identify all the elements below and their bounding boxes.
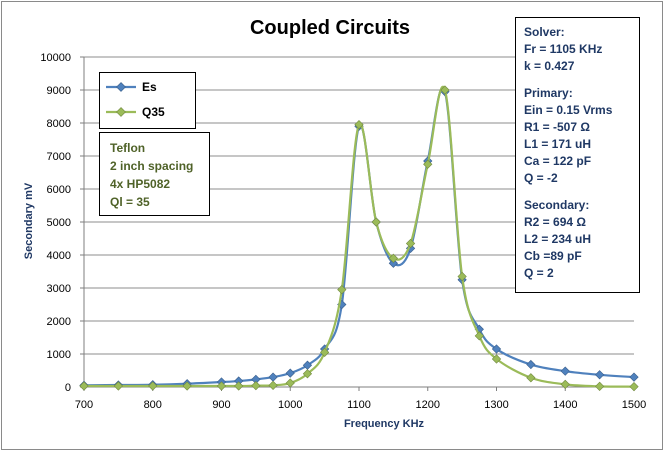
x-axis-title: Frequency KHz [344, 418, 425, 430]
note-line-diodes: 4x HP5082 [110, 177, 171, 191]
x-tick-labels: 700 800 900 1000 1100 1200 1300 1400 1500 [75, 399, 646, 411]
primary-r1: R1 = -507 Ω [524, 120, 590, 134]
legend-marker-es [116, 82, 126, 92]
spacer [524, 187, 639, 197]
data-point-q35 [440, 85, 450, 95]
secondary-l2: L2 = 234 uH [524, 232, 592, 246]
legend-swatch-q35 [106, 107, 136, 117]
x-tick-label: 700 [75, 399, 93, 411]
data-point-q35 [457, 271, 467, 282]
data-point-q35 [405, 238, 416, 249]
legend-marker-q35 [116, 107, 126, 117]
legend-swatch-es [106, 82, 136, 92]
primary-ein: Ein = 0.15 Vrms [524, 103, 613, 117]
data-point-q35 [216, 381, 227, 391]
data-point-q35 [285, 378, 295, 388]
y-tick-label: 0 [65, 382, 71, 394]
secondary-q: Q = 2 [524, 266, 554, 280]
data-point-q35 [371, 217, 381, 227]
data-point-q35 [595, 381, 605, 391]
y-tick-label: 5000 [47, 217, 71, 229]
data-point-es [268, 372, 278, 382]
data-point-q35 [491, 354, 502, 364]
data-point-q35 [148, 381, 158, 391]
data-point-q35 [182, 381, 192, 391]
primary-ca: Ca = 122 pF [524, 154, 592, 168]
data-point-es [595, 370, 605, 380]
secondary-heading: Secondary: [524, 198, 590, 212]
spacer [524, 75, 639, 85]
note-line-ql: Ql = 35 [110, 195, 150, 209]
y-tick-label: 7000 [47, 151, 71, 163]
data-point-q35 [113, 381, 123, 391]
y-tick-label: 6000 [47, 184, 71, 196]
note-box: Teflon 2 inch spacing 4x HP5082 Ql = 35 [99, 132, 210, 216]
data-point-q35 [560, 379, 570, 389]
y-tick-label: 1000 [47, 349, 71, 361]
data-point-q35 [251, 381, 261, 391]
solver-k: k = 0.427 [524, 59, 575, 73]
note-line-material: Teflon [110, 141, 146, 155]
legend: Es Q35 [99, 72, 196, 129]
parameter-box: Solver: Fr = 1105 KHz k = 0.427 Primary:… [515, 17, 640, 293]
y-tick-label: 4000 [47, 250, 71, 262]
data-point-es [560, 366, 570, 376]
y-axis-title: Secondary mV [23, 182, 35, 259]
series-q35 [79, 85, 639, 392]
x-tick-label: 800 [144, 399, 162, 411]
solver-heading: Solver: [524, 25, 565, 39]
y-tick-label: 10000 [40, 52, 71, 64]
data-point-q35 [320, 347, 330, 357]
primary-heading: Primary: [524, 86, 573, 100]
y-tick-label: 3000 [47, 283, 71, 295]
data-point-q35 [337, 285, 347, 295]
data-point-q35 [526, 373, 536, 383]
chart-title: Coupled Circuits [250, 17, 410, 39]
legend-item-es: Es [106, 79, 196, 97]
data-point-q35 [268, 380, 278, 390]
data-point-es [526, 359, 536, 370]
x-tick-label: 1300 [484, 399, 508, 411]
legend-item-q35: Q35 [106, 104, 196, 122]
primary-q: Q = -2 [524, 171, 558, 185]
y-tick-label: 2000 [47, 316, 71, 328]
data-point-q35 [79, 381, 89, 391]
data-point-q35 [423, 159, 433, 169]
x-tick-label: 1400 [553, 399, 577, 411]
x-tick-label: 900 [212, 399, 230, 411]
data-point-q35 [474, 331, 484, 341]
data-point-q35 [302, 369, 313, 379]
data-point-es [629, 372, 639, 382]
legend-label-es: Es [142, 80, 157, 94]
primary-l1: L1 = 171 uH [524, 137, 592, 151]
data-point-es [491, 344, 502, 354]
x-tick-label: 1100 [347, 399, 371, 411]
y-tick-label: 8000 [47, 118, 71, 130]
legend-label-q35: Q35 [142, 105, 165, 119]
x-tick-label: 1500 [622, 399, 646, 411]
note-line-spacing: 2 inch spacing [110, 159, 194, 173]
y-tick-labels: 0 1000 2000 3000 4000 5000 6000 7000 8000 9000 100… [40, 52, 71, 394]
secondary-cb: Cb =89 pF [524, 249, 582, 263]
data-point-q35 [234, 381, 244, 391]
x-tick-label: 1200 [416, 399, 440, 411]
y-tick-label: 9000 [47, 85, 71, 97]
solver-fr: Fr = 1105 KHz [524, 42, 603, 56]
data-point-q35 [629, 382, 639, 392]
series-line-q35 [84, 85, 635, 388]
data-point-q35 [388, 253, 398, 263]
x-tick-label: 1000 [278, 399, 302, 411]
data-point-q35 [354, 120, 364, 130]
secondary-r2: R2 = 694 Ω [524, 215, 586, 229]
data-point-es [388, 258, 398, 268]
series-layer [79, 85, 639, 392]
data-point-es [285, 368, 295, 378]
